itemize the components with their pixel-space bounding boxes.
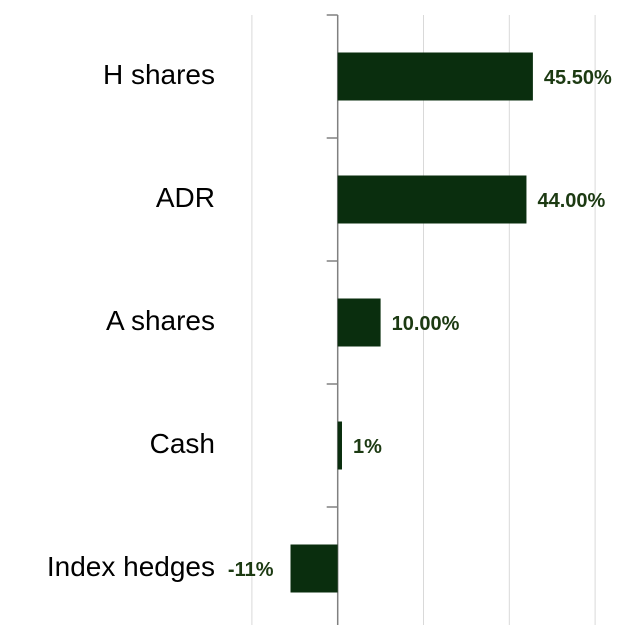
- bar: [337, 298, 381, 347]
- y-tick-label: H shares: [103, 59, 215, 90]
- bar: [337, 52, 533, 101]
- bar: [337, 421, 342, 470]
- value-label: 45.50%: [544, 67, 612, 89]
- bar: [337, 175, 527, 224]
- value-label: 44.00%: [537, 190, 605, 212]
- value-label: -11%: [228, 559, 274, 581]
- y-tick-label: ADR: [156, 182, 215, 213]
- value-label: 10.00%: [392, 313, 460, 335]
- y-tick-label: Cash: [150, 428, 215, 459]
- bar: [290, 544, 338, 593]
- y-tick-label: A shares: [106, 305, 215, 336]
- value-label: 1%: [353, 436, 382, 458]
- y-tick-label: Index hedges: [47, 551, 215, 582]
